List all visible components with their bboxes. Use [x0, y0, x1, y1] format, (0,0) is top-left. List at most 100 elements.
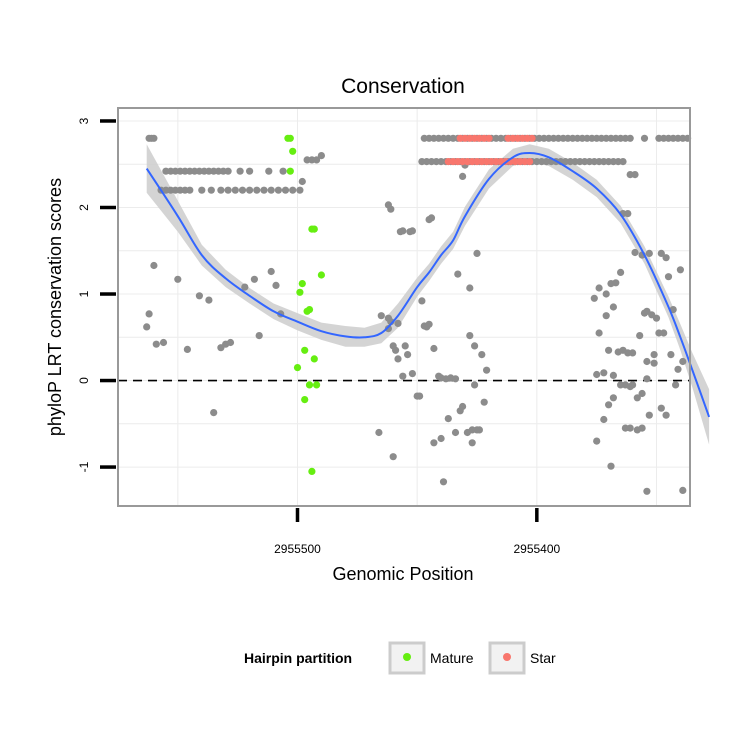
other-point	[451, 375, 460, 383]
other-point	[427, 214, 436, 222]
other-point	[439, 478, 448, 486]
other-point	[437, 434, 445, 443]
x-axis-title: Genomic Position	[332, 564, 473, 584]
other-point	[643, 357, 651, 366]
other-point	[404, 351, 412, 359]
other-point	[226, 338, 235, 347]
other-point	[399, 227, 407, 235]
mature-point	[301, 396, 309, 404]
other-point	[636, 332, 644, 340]
other-point	[394, 319, 402, 327]
y-axis-title: phyloP LRT conservation scores	[45, 178, 65, 436]
other-point	[313, 156, 321, 164]
other-point	[471, 381, 479, 389]
smooth-curve	[145, 151, 711, 418]
other-point	[593, 370, 601, 379]
other-point	[664, 273, 673, 281]
other-point	[195, 292, 203, 300]
other-point	[384, 325, 392, 333]
other-point	[260, 186, 268, 194]
mature-point	[286, 167, 294, 175]
other-point	[674, 365, 682, 373]
other-point	[143, 323, 151, 331]
mature-point	[317, 271, 325, 279]
other-point	[210, 409, 218, 417]
other-point	[600, 415, 608, 424]
other-point	[454, 270, 462, 278]
other-point	[198, 186, 206, 194]
other-point	[279, 167, 287, 175]
smooth-curve-layer	[145, 151, 711, 418]
other-point	[650, 351, 658, 359]
other-point	[662, 411, 670, 419]
other-point	[399, 372, 407, 380]
other-point	[631, 171, 639, 179]
other-point	[389, 453, 397, 461]
other-point	[451, 428, 460, 437]
panel-border	[117, 107, 691, 507]
other-point	[296, 186, 304, 194]
other-point	[401, 342, 409, 350]
other-point	[377, 312, 385, 320]
other-point	[638, 424, 646, 432]
other-point	[605, 401, 613, 409]
other-point	[619, 158, 627, 166]
other-point	[672, 381, 680, 389]
other-point	[267, 186, 275, 194]
mature-point	[298, 280, 306, 288]
other-point	[255, 332, 263, 340]
other-point	[468, 439, 476, 447]
other-point	[590, 294, 598, 302]
other-point	[274, 186, 282, 194]
other-point	[640, 309, 649, 317]
other-point	[631, 248, 639, 257]
other-point	[298, 177, 306, 186]
other-point	[667, 351, 675, 359]
other-point	[241, 283, 249, 291]
mature-point	[313, 381, 321, 389]
other-point	[459, 172, 467, 180]
mature-point	[296, 288, 304, 296]
other-point	[640, 134, 649, 142]
other-point	[617, 381, 625, 389]
other-point	[408, 370, 416, 378]
other-point	[430, 439, 438, 447]
other-point	[679, 486, 687, 494]
other-point	[236, 167, 244, 175]
other-point	[483, 366, 491, 374]
other-point	[224, 167, 232, 175]
other-point	[207, 186, 215, 194]
other-point	[626, 424, 634, 432]
other-point	[444, 415, 452, 423]
other-point	[459, 402, 467, 411]
other-point	[475, 426, 483, 434]
mature-point	[303, 307, 311, 315]
mature-point	[308, 467, 316, 475]
other-point	[145, 310, 153, 318]
legend-label-star: Star	[530, 650, 556, 666]
other-point	[416, 392, 424, 400]
y-tick-label: 3	[77, 117, 91, 124]
other-point	[253, 186, 261, 194]
other-point	[392, 346, 400, 354]
other-point	[238, 186, 247, 194]
x-tick-label: 2955400	[513, 542, 560, 556]
other-point	[645, 411, 653, 419]
star-point	[526, 158, 534, 166]
legend-star-dot	[503, 653, 511, 661]
legend-mature-dot	[403, 653, 411, 661]
other-point	[473, 249, 481, 257]
other-point	[609, 303, 618, 311]
y-tick-label: 1	[77, 290, 91, 297]
data-points	[143, 134, 692, 495]
other-point	[231, 186, 239, 194]
other-point	[317, 152, 325, 160]
mature-point	[310, 225, 318, 233]
other-point	[174, 275, 182, 283]
other-point	[662, 254, 670, 262]
other-point	[246, 167, 254, 175]
other-point	[375, 428, 383, 437]
other-point	[183, 345, 191, 353]
other-point	[478, 351, 486, 359]
